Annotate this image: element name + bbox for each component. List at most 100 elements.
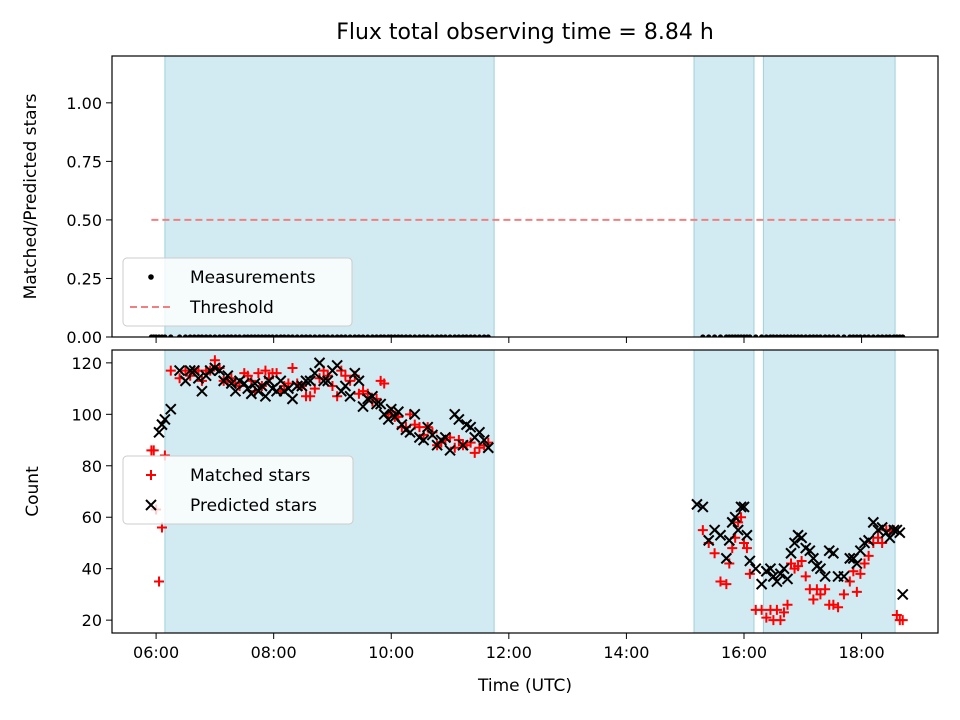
measurement-point	[763, 334, 769, 337]
y-tick-label: 0.50	[66, 211, 102, 230]
axes-frame	[111, 349, 939, 634]
measurement-point	[416, 334, 423, 337]
measurement-point	[822, 334, 828, 337]
predicted-star-marker	[238, 377, 250, 390]
y-tick-label: 0.25	[66, 269, 102, 288]
predicted-star-marker	[385, 403, 397, 415]
predicted-star-marker	[755, 578, 768, 590]
matched-star-marker	[782, 599, 793, 610]
measurement-point	[334, 334, 340, 337]
predicted-star-marker	[764, 562, 777, 575]
measurement-point	[476, 334, 483, 337]
matched-star-marker	[253, 368, 264, 379]
predicted-star-marker	[282, 382, 295, 395]
matched-star-marker	[859, 558, 870, 569]
measurement-point	[212, 334, 218, 337]
predicted-star-marker	[339, 380, 352, 392]
predicted-star-marker	[774, 568, 787, 580]
predicted-star-marker	[252, 385, 265, 397]
measurement-point	[425, 334, 431, 337]
predicted-star-marker	[439, 431, 452, 444]
measurement-point	[352, 334, 358, 337]
legend-label: Measurements	[190, 268, 316, 288]
measurement-point	[329, 334, 336, 337]
legend-box	[122, 455, 354, 525]
measurement-point	[420, 334, 427, 337]
matched-star-marker	[808, 594, 819, 605]
predicted-star-marker	[844, 552, 856, 565]
matched-star-marker	[340, 370, 351, 381]
x-tick-label: 06:00	[133, 643, 179, 662]
predicted-star-marker	[382, 413, 395, 426]
matched-star-marker	[844, 576, 855, 587]
ratio-panel: 0.00 0.25 0.50 0.75 1.00 Matched/Predicted st…	[21, 55, 939, 347]
x-tick-label: 14:00	[603, 643, 649, 662]
x-axis-label: Time (UTC)	[477, 676, 572, 696]
predicted-star-marker	[851, 557, 863, 570]
matched-star-marker	[483, 437, 494, 448]
predicted-star-marker	[453, 413, 465, 426]
y-tick-label: 80	[82, 457, 102, 476]
measurement-point	[307, 334, 313, 337]
measurement-point	[399, 334, 405, 337]
predicted-star-marker	[482, 442, 494, 454]
predicted-star-marker	[322, 375, 334, 387]
legend-marker	[146, 470, 156, 480]
predicted-star-marker	[697, 501, 709, 513]
x-tick-label: 12:00	[486, 643, 532, 662]
predicted-star-marker	[741, 529, 753, 541]
measurement-point	[199, 334, 205, 337]
measurement-point	[747, 334, 753, 337]
predicted-star-marker	[179, 375, 192, 387]
measurement-point	[168, 334, 174, 337]
predicted-star-marker	[165, 403, 177, 415]
measurement-point	[236, 334, 243, 337]
predicted-star-marker	[409, 408, 421, 421]
predicted-star-marker	[457, 439, 469, 451]
predicted-star-marker	[788, 537, 801, 549]
predicted-star-marker	[344, 390, 356, 403]
y-axis-label: Count	[23, 466, 43, 517]
count-panel: 20 40 60 80 100 120 06:00 08:00 10:00 12:00 14:00 1…	[23, 349, 939, 662]
matched-star-marker	[838, 589, 849, 600]
matched-star-marker	[469, 447, 480, 458]
predicted-star-marker	[349, 367, 361, 379]
matched-star-marker	[715, 576, 726, 587]
predicted-star-marker	[357, 400, 369, 413]
matched-star-marker	[851, 586, 862, 597]
predicted-star-marker	[153, 426, 165, 439]
measurement-point	[861, 334, 868, 337]
predicted-star-marker	[256, 380, 268, 392]
predicted-star-marker	[880, 526, 892, 539]
measurement-point	[456, 334, 462, 337]
matched-star-marker	[815, 589, 826, 600]
predicted-star-marker	[444, 444, 456, 457]
matched-star-marker	[778, 607, 789, 618]
measurement-point	[221, 334, 227, 337]
measurement-point	[753, 334, 759, 337]
predicted-star-marker	[392, 406, 405, 418]
matched-star-marker	[287, 363, 298, 374]
predicted-star-marker	[703, 534, 715, 547]
predicted-star-marker	[807, 552, 820, 565]
y-axis-label: Matched/Predicted stars	[21, 93, 41, 299]
measurement-point	[481, 334, 487, 337]
predicted-star-marker	[735, 501, 747, 513]
observing-window	[693, 350, 755, 633]
y-tick-label: 0.75	[66, 152, 102, 171]
measurement-point	[447, 334, 453, 337]
legend-label: Predicted stars	[190, 496, 317, 516]
matched-star-marker	[260, 365, 271, 376]
matched-star-marker	[727, 543, 738, 554]
predicted-star-marker	[426, 429, 439, 441]
measurement-point	[900, 334, 906, 337]
matched-star-marker	[775, 615, 786, 626]
predicted-star-marker	[819, 570, 831, 583]
matched-star-marker	[305, 391, 316, 402]
measurement-point	[835, 334, 841, 337]
matched-star-marker	[855, 568, 866, 579]
legend: Measurements Threshold	[122, 257, 353, 327]
predicted-star-marker	[691, 498, 703, 511]
measurement-point	[360, 334, 366, 337]
